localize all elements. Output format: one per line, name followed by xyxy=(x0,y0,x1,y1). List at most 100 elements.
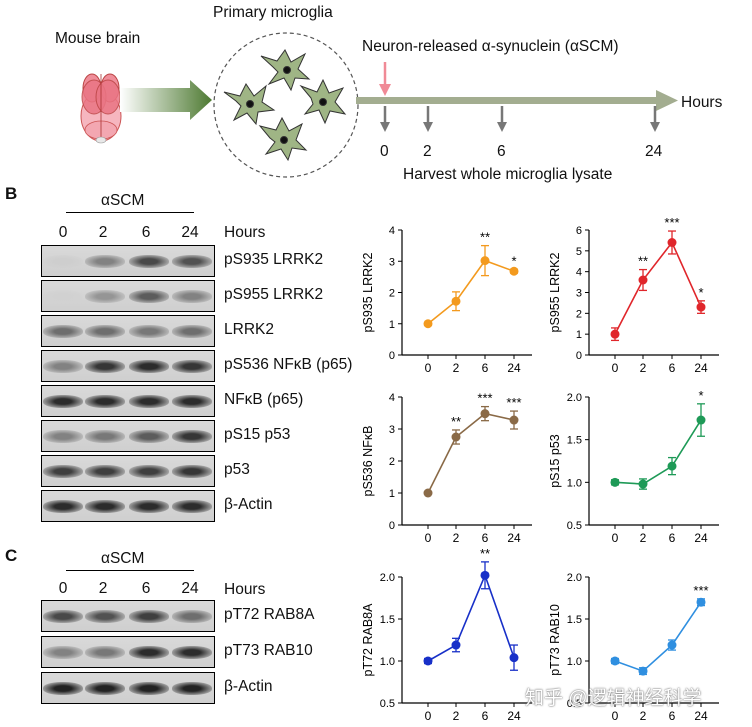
hours-axis-label: Hours xyxy=(681,94,723,111)
blot-band xyxy=(129,395,169,408)
lane-label: 0 xyxy=(58,580,68,597)
data-point xyxy=(509,266,519,276)
x-tick-label: 24 xyxy=(694,361,708,375)
microglia-label: Primary microglia xyxy=(213,4,333,21)
x-tick-label: 6 xyxy=(669,361,676,375)
timepoint-label: 2 xyxy=(423,143,432,160)
blot-row-label: pS955 LRRK2 xyxy=(224,286,324,303)
data-point xyxy=(667,238,677,247)
blot-row-label: pS536 NFκB (p65) xyxy=(224,356,353,373)
y-tick-label: 1 xyxy=(389,319,395,331)
timepoint-label: 0 xyxy=(380,143,389,160)
y-axis-label: pS15 p53 xyxy=(548,434,562,488)
blot-band xyxy=(172,682,212,695)
data-point xyxy=(667,461,677,471)
x-tick-label: 0 xyxy=(425,709,432,723)
blot-band xyxy=(129,465,169,478)
significance-label: ** xyxy=(638,254,648,269)
data-point xyxy=(610,656,620,666)
data-point xyxy=(696,415,706,425)
blot-strip xyxy=(41,455,215,487)
mouse-brain-illustration xyxy=(80,73,122,144)
data-point xyxy=(480,256,490,266)
x-tick-label: 24 xyxy=(694,709,708,723)
y-tick-label: 1.0 xyxy=(567,656,582,668)
blot-band xyxy=(129,430,169,443)
blot-strip xyxy=(41,490,215,522)
blot-band xyxy=(172,646,212,659)
blot-band xyxy=(172,255,212,268)
blot-band xyxy=(85,360,125,373)
y-tick-label: 0 xyxy=(389,350,395,362)
blot-band xyxy=(43,610,83,623)
x-tick-label: 2 xyxy=(453,531,460,545)
y-axis-label: pS536 NFκB xyxy=(361,426,375,497)
y-tick-label: 2.0 xyxy=(567,392,582,404)
microglia-cells xyxy=(223,49,347,162)
blot-row-label: pS15 p53 xyxy=(224,426,291,443)
y-tick-label: 1.5 xyxy=(567,435,582,447)
hours-label-c: Hours xyxy=(224,581,266,598)
blot-row-label: pS935 LRRK2 xyxy=(224,251,324,268)
x-tick-label: 2 xyxy=(453,709,460,723)
blot-band xyxy=(43,682,83,695)
blot-band xyxy=(85,610,125,623)
blot-band xyxy=(85,325,125,338)
blot-band xyxy=(43,255,83,268)
blot-band xyxy=(129,290,169,303)
blot-band xyxy=(129,500,169,513)
x-tick-label: 24 xyxy=(694,531,708,545)
treatment-arrow xyxy=(379,84,391,96)
y-tick-label: 6 xyxy=(576,225,582,237)
blot-strip xyxy=(41,636,215,668)
treatment-bracket-c xyxy=(66,570,194,571)
data-point xyxy=(638,479,648,489)
hours-label-b: Hours xyxy=(224,224,266,241)
lane-label: 2 xyxy=(98,580,108,597)
significance-label: *** xyxy=(664,215,679,230)
x-tick-label: 6 xyxy=(669,709,676,723)
blot-band xyxy=(85,290,125,303)
significance-label: ** xyxy=(451,414,461,429)
blot-strip xyxy=(41,672,215,704)
blot-row-label: pT73 RAB10 xyxy=(224,642,313,659)
blot-band xyxy=(85,682,125,695)
lane-label: 0 xyxy=(58,224,68,241)
x-tick-label: 0 xyxy=(612,361,619,375)
significance-label: *** xyxy=(693,583,708,598)
blot-band xyxy=(172,465,212,478)
y-tick-label: 3 xyxy=(389,424,395,436)
watermark: 知乎 @逻辑神经科学 xyxy=(525,688,702,709)
blot-band xyxy=(43,290,83,303)
blot-band xyxy=(85,255,125,268)
timepoint-label: 6 xyxy=(497,143,506,160)
blot-row-label: pT72 RAB8A xyxy=(224,606,315,623)
treatment-label-b: αSCM xyxy=(101,192,145,209)
y-tick-label: 2.0 xyxy=(567,572,582,584)
blot-band xyxy=(43,500,83,513)
significance-label: * xyxy=(511,253,516,268)
panel-letter-c: C xyxy=(5,546,18,565)
y-tick-label: 1.5 xyxy=(380,614,395,626)
blot-band xyxy=(43,395,83,408)
lane-label: 2 xyxy=(98,224,108,241)
lane-label: 24 xyxy=(181,580,199,597)
blot-strip xyxy=(41,350,215,382)
lane-label: 6 xyxy=(141,224,151,241)
blot-band xyxy=(43,430,83,443)
data-point xyxy=(696,302,706,312)
blot-band xyxy=(172,500,212,513)
blot-band xyxy=(43,325,83,338)
data-point xyxy=(610,329,620,339)
x-tick-label: 0 xyxy=(612,531,619,545)
x-tick-label: 6 xyxy=(482,531,489,545)
x-tick-label: 2 xyxy=(640,531,647,545)
y-tick-label: 3 xyxy=(389,256,395,268)
blot-strip xyxy=(41,385,215,417)
significance-label: *** xyxy=(477,391,492,406)
panel-letter-b: B xyxy=(5,184,18,203)
x-tick-label: 6 xyxy=(482,709,489,723)
blot-band xyxy=(43,465,83,478)
x-tick-label: 0 xyxy=(425,361,432,375)
